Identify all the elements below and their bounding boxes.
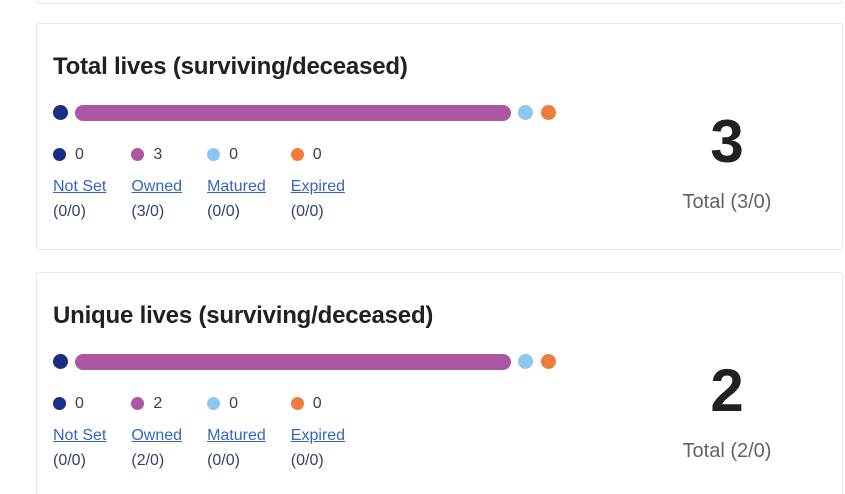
total-lives-card: Total lives (surviving/deceased) 0 No <box>36 23 843 250</box>
legend-count: 0 <box>229 394 238 412</box>
legend-count-row: 0 <box>207 145 266 164</box>
legend-item-expired: 0 Expired (0/0) <box>290 145 346 222</box>
legend-detail: (0/0) <box>290 203 324 220</box>
legend-item-matured: 0 Matured (0/0) <box>207 394 266 471</box>
legend-detail: (0/0) <box>290 452 324 469</box>
matured-link[interactable]: Matured <box>207 427 266 444</box>
legend-count: 0 <box>312 145 322 163</box>
legend-item-expired: 0 Expired (0/0) <box>290 394 346 471</box>
matured-link[interactable]: Matured <box>207 178 266 195</box>
expired-link[interactable]: Expired <box>290 427 346 444</box>
card-body: 0 Not Set (0/0) 2 Owned (2/0) <box>53 353 826 471</box>
total-label: Total (3/0) <box>682 191 772 213</box>
legend-count: 0 <box>75 394 84 412</box>
legend-count: 0 <box>229 145 238 163</box>
total-count: 3 <box>710 108 744 175</box>
bar-segment-matured <box>518 354 533 369</box>
distribution-column: 0 Not Set (0/0) 2 Owned (2/0) <box>53 353 556 471</box>
card-body: 0 Not Set (0/0) 3 Owned (3/0) <box>53 104 826 222</box>
legend-count: 0 <box>75 145 84 163</box>
legend-count-row: 0 <box>290 145 345 164</box>
bar-segment-owned <box>75 353 511 370</box>
bar-segment-owned <box>75 104 511 121</box>
legend-count: 2 <box>153 394 163 412</box>
legend-item-matured: 0 Matured (0/0) <box>207 145 266 222</box>
matured-dot-icon <box>207 397 221 410</box>
legend-item-owned: 3 Owned (3/0) <box>131 145 182 222</box>
legend-detail: (0/0) <box>207 452 240 469</box>
owned-link[interactable]: Owned <box>131 427 183 444</box>
distribution-bar <box>53 353 556 370</box>
legend: 0 Not Set (0/0) 3 Owned (3/0) <box>53 145 556 222</box>
legend-detail: (0/0) <box>53 452 86 469</box>
total-label: Total (2/0) <box>682 440 772 462</box>
legend-detail: (0/0) <box>53 203 86 220</box>
legend-item-not-set: 0 Not Set (0/0) <box>53 145 106 222</box>
not-set-dot-icon <box>53 397 66 410</box>
distribution-column: 0 Not Set (0/0) 3 Owned (3/0) <box>53 104 556 222</box>
not-set-link[interactable]: Not Set <box>53 178 107 195</box>
owned-dot-icon <box>131 148 145 161</box>
bar-segment-matured <box>518 105 533 120</box>
owned-dot-icon <box>131 397 145 410</box>
total-summary: 3 Total (3/0) <box>556 104 826 222</box>
expired-dot-icon <box>290 148 304 161</box>
total-count: 2 <box>710 357 744 424</box>
bar-segment-not-set <box>53 105 68 120</box>
legend: 0 Not Set (0/0) 2 Owned (2/0) <box>53 394 556 471</box>
bar-segment-expired <box>541 105 556 120</box>
legend-item-owned: 2 Owned (2/0) <box>131 394 182 471</box>
card-title: Unique lives (surviving/deceased) <box>53 302 434 329</box>
unique-lives-card: Unique lives (surviving/deceased) 0 N <box>36 272 843 494</box>
bar-segment-expired <box>541 354 556 369</box>
expired-dot-icon <box>290 397 304 410</box>
total-summary: 2 Total (2/0) <box>556 353 826 471</box>
legend-detail: (3/0) <box>131 203 165 220</box>
legend-detail: (0/0) <box>207 203 240 220</box>
legend-count-row: 0 <box>207 394 266 413</box>
previous-card-bottom-edge <box>36 0 843 4</box>
not-set-dot-icon <box>53 148 66 161</box>
legend-item-not-set: 0 Not Set (0/0) <box>53 394 106 471</box>
legend-count-row: 0 <box>53 394 106 413</box>
legend-count-row: 2 <box>131 394 182 413</box>
owned-link[interactable]: Owned <box>131 178 183 195</box>
matured-dot-icon <box>207 148 221 161</box>
not-set-link[interactable]: Not Set <box>53 427 107 444</box>
legend-count-row: 3 <box>131 145 182 164</box>
bar-segment-not-set <box>53 354 68 369</box>
card-title: Total lives (surviving/deceased) <box>53 53 408 80</box>
distribution-bar <box>53 104 556 121</box>
legend-count: 0 <box>312 394 322 412</box>
legend-count-row: 0 <box>53 145 106 164</box>
legend-count-row: 0 <box>290 394 345 413</box>
expired-link[interactable]: Expired <box>290 178 346 195</box>
legend-count: 3 <box>153 145 163 163</box>
legend-detail: (2/0) <box>131 452 165 469</box>
